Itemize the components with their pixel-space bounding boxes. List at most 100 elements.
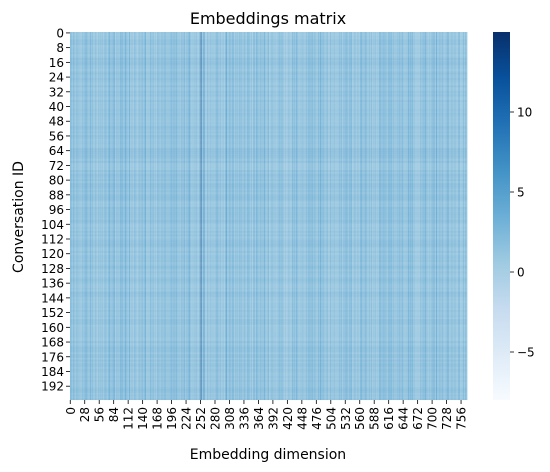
heatmap-column (259, 32, 261, 400)
heatmap-column (130, 32, 132, 400)
heatmap-row (70, 155, 467, 158)
heatmap-column (441, 32, 443, 400)
heatmap-column (73, 32, 74, 400)
heatmap-column (153, 32, 155, 400)
heatmap-row (70, 382, 467, 384)
heatmap-row (70, 192, 467, 194)
heatmap-row (70, 350, 467, 353)
y-tick-label: 120 (41, 247, 64, 261)
heatmap-column (142, 32, 144, 400)
heatmap-column (116, 32, 117, 400)
heatmap-column (437, 32, 439, 400)
heatmap-column (81, 32, 83, 400)
heatmap-row (70, 396, 467, 398)
heatmap-column (376, 32, 377, 400)
heatmap-column (448, 32, 450, 400)
heatmap-column (250, 32, 252, 400)
heatmap-column (177, 32, 178, 400)
y-axis-ticks: 0816243240485664728088961041121201281361… (41, 26, 70, 394)
heatmap-column (358, 32, 360, 400)
heatmap-row (70, 184, 467, 187)
heatmap-column (424, 32, 426, 400)
heatmap-row (70, 96, 467, 99)
heatmap-row (70, 168, 467, 171)
heatmap-column (174, 32, 176, 400)
heatmap-column (179, 32, 180, 400)
heatmap-column (87, 32, 88, 400)
heatmap-column (148, 32, 150, 400)
heatmap-column (337, 32, 339, 400)
x-axis-ticks: 0 28 56 84 112 140 168 196 224 252 280 308 336 364 392… (64, 400, 469, 430)
heatmap-column (145, 32, 147, 400)
heatmap-column (128, 32, 130, 400)
heatmap-column (369, 32, 371, 400)
heatmap-column (246, 32, 248, 400)
heatmap-column (409, 32, 410, 400)
x-tick-label: 112 (122, 407, 136, 430)
heatmap-column (144, 32, 146, 400)
heatmap-column (113, 32, 115, 400)
heatmap-column (234, 32, 236, 400)
heatmap-row (70, 159, 467, 161)
heatmap-column (291, 32, 293, 400)
heatmap-row (70, 348, 467, 350)
heatmap-column (366, 32, 368, 400)
heatmap-column (338, 32, 340, 400)
heatmap-column (388, 32, 390, 400)
heatmap-column (188, 32, 190, 400)
heatmap-row (70, 223, 467, 226)
heatmap-column (296, 32, 298, 400)
heatmap-column (181, 32, 183, 400)
heatmap-column (343, 32, 345, 400)
heatmap-row (70, 131, 467, 133)
heatmap-column (91, 32, 93, 400)
heatmap-column (211, 32, 213, 400)
heatmap-row (70, 146, 467, 148)
heatmap-column (336, 32, 338, 400)
heatmap-column (80, 32, 82, 400)
y-tick-label: 56 (49, 129, 64, 143)
heatmap-column (463, 32, 465, 400)
heatmap-row (70, 385, 467, 387)
heatmap-column (401, 32, 403, 400)
heatmap-column (114, 32, 116, 400)
heatmap-column (361, 32, 363, 400)
heatmap-row (70, 372, 467, 374)
heatmap-column (440, 32, 441, 400)
heatmap-row (70, 54, 467, 57)
heatmap-row (70, 144, 467, 146)
heatmap-column (433, 32, 435, 400)
heatmap-column (95, 32, 97, 400)
heatmap-row (70, 177, 467, 179)
heatmap-row (70, 44, 467, 47)
heatmap-column (184, 32, 186, 400)
heatmap-column (135, 32, 136, 400)
heatmap-row (70, 278, 467, 281)
heatmap-column (403, 32, 405, 400)
heatmap-column (309, 32, 311, 400)
heatmap-column (191, 32, 193, 400)
heatmap-column (235, 32, 237, 400)
heatmap-column (444, 32, 446, 400)
heatmap-column (453, 32, 454, 400)
heatmap-column (94, 32, 96, 400)
heatmap-column (152, 32, 154, 400)
y-tick-label: 168 (41, 336, 64, 350)
heatmap-column (217, 32, 219, 400)
heatmap-column (320, 32, 322, 400)
heatmap-column (102, 32, 103, 400)
heatmap-row (70, 282, 467, 284)
heatmap-column (105, 32, 107, 400)
heatmap-column (434, 32, 436, 400)
heatmap-column (76, 32, 78, 400)
heatmap-column (232, 32, 234, 400)
heatmap-column (300, 32, 301, 400)
y-tick-label: 24 (49, 71, 64, 85)
heatmap-column (462, 32, 464, 400)
heatmap-column (395, 32, 397, 400)
heatmap-row (70, 390, 467, 393)
heatmap-column (157, 32, 159, 400)
heatmap-column (422, 32, 423, 400)
heatmap-column (237, 32, 239, 400)
heatmap-column (256, 32, 258, 400)
